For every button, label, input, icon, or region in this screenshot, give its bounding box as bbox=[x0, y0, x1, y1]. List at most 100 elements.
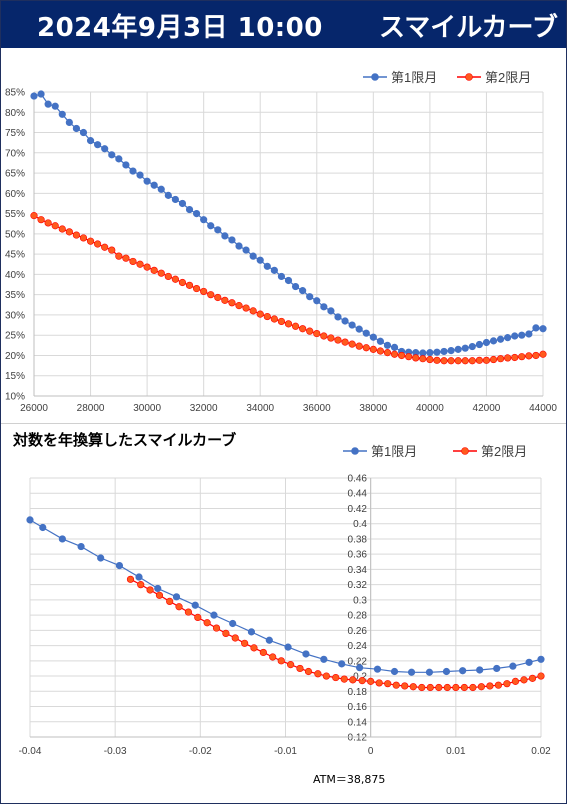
series-1-point bbox=[249, 252, 257, 260]
series-2-point bbox=[58, 225, 66, 233]
series-1-point bbox=[362, 329, 370, 337]
series-2-point bbox=[355, 342, 363, 350]
series-1-point bbox=[454, 345, 462, 353]
y-tick-label: 60% bbox=[5, 189, 25, 200]
series-2-point bbox=[214, 293, 222, 302]
series-2-point bbox=[486, 682, 494, 690]
legend-marker-1 bbox=[371, 73, 379, 81]
series-1-point bbox=[291, 282, 300, 291]
series-2-point bbox=[468, 357, 476, 365]
series-1-point bbox=[86, 137, 95, 145]
x-tick-label: 40000 bbox=[416, 403, 444, 414]
legend-label-1: 第1限月 bbox=[371, 444, 417, 459]
series-2-point bbox=[235, 302, 243, 310]
series-2-point bbox=[143, 263, 151, 271]
series-2-point bbox=[37, 216, 45, 224]
series-1-point bbox=[235, 242, 243, 250]
series-1-point bbox=[537, 655, 545, 663]
series-2-point bbox=[482, 356, 491, 364]
x-tick-label: -0.01 bbox=[274, 746, 297, 757]
series-1-point bbox=[242, 246, 250, 254]
series-1-point bbox=[334, 313, 342, 321]
series-2-point bbox=[259, 648, 267, 657]
series-2-point bbox=[221, 296, 229, 304]
series-1-point bbox=[493, 664, 501, 673]
series-1-point bbox=[185, 205, 194, 214]
series-2-point bbox=[398, 351, 406, 360]
y-tick-label: 85% bbox=[5, 88, 25, 99]
series-2-point bbox=[129, 257, 137, 266]
y-tick-label: 0.32 bbox=[348, 580, 368, 591]
series-2-point bbox=[192, 284, 201, 293]
series-2-point bbox=[494, 681, 503, 689]
series-1-point bbox=[489, 337, 498, 345]
x-tick-label: -0.02 bbox=[189, 746, 212, 757]
y-tick-label: 0.44 bbox=[348, 489, 368, 500]
x-tick-label: 44000 bbox=[529, 403, 557, 414]
series-2-point bbox=[284, 320, 293, 328]
series-2-point bbox=[136, 260, 144, 268]
series-2-point bbox=[525, 352, 533, 360]
series-2-point bbox=[207, 291, 215, 299]
series-2-point bbox=[157, 269, 165, 277]
series-1-point bbox=[171, 195, 179, 204]
series-1-point bbox=[355, 664, 364, 672]
series-1-point bbox=[355, 325, 363, 333]
series-2-point bbox=[269, 653, 277, 661]
series-2-point bbox=[185, 281, 194, 289]
series-2-point bbox=[334, 336, 342, 344]
series-1-point bbox=[115, 155, 123, 163]
x-tick-label: 42000 bbox=[473, 403, 501, 414]
series-1-point bbox=[426, 349, 434, 357]
series-2-point bbox=[178, 278, 187, 287]
y-tick-label: 0.42 bbox=[348, 504, 368, 515]
series-2-point bbox=[108, 246, 116, 254]
series-1-point bbox=[383, 341, 392, 349]
series-1-point bbox=[496, 335, 505, 343]
series-1-point bbox=[461, 344, 469, 352]
series-1-point bbox=[77, 542, 85, 551]
series-2-point bbox=[44, 219, 52, 227]
series-1-point bbox=[37, 90, 45, 98]
series-2-point bbox=[51, 222, 59, 230]
series-1-point bbox=[122, 161, 130, 169]
series-2-point bbox=[171, 275, 179, 283]
log-chart-title: 対数を年換算したスマイルカーブ bbox=[13, 431, 237, 449]
series-2-point bbox=[511, 677, 520, 685]
series-2-point bbox=[496, 355, 505, 363]
series-2-point bbox=[222, 629, 230, 637]
legend-label-1: 第1限月 bbox=[391, 70, 437, 85]
series-2-point bbox=[528, 674, 537, 682]
series-1-point bbox=[284, 643, 292, 651]
series-1-point bbox=[178, 199, 187, 208]
series-1-point bbox=[247, 628, 256, 636]
series-1-point bbox=[320, 655, 328, 663]
series-line-2 bbox=[33, 215, 544, 362]
series-2-point bbox=[242, 304, 250, 312]
series-2-point bbox=[504, 354, 512, 362]
series-2-point bbox=[426, 355, 434, 364]
y-tick-label: 0.46 bbox=[348, 474, 368, 485]
series-1-point bbox=[157, 185, 165, 193]
series-1-point bbox=[172, 593, 181, 601]
series-2-point bbox=[277, 657, 285, 665]
series-1-point bbox=[447, 347, 455, 355]
series-1-point bbox=[504, 334, 512, 342]
series-2-point bbox=[327, 334, 335, 342]
y-tick-label: 25% bbox=[5, 331, 25, 342]
x-tick-label: 36000 bbox=[303, 403, 331, 414]
series-1-point bbox=[341, 317, 349, 325]
series-2-point bbox=[249, 307, 257, 315]
series-1-point bbox=[433, 348, 441, 356]
series-2-point bbox=[299, 325, 307, 333]
atm-annotation: ATM＝38,875 bbox=[313, 773, 386, 786]
series-1-point bbox=[135, 573, 143, 581]
series-1-point bbox=[79, 128, 88, 137]
series-1-point bbox=[348, 321, 356, 329]
series-1-point bbox=[338, 660, 346, 668]
y-tick-label: 0.18 bbox=[348, 687, 368, 698]
series-2-point bbox=[203, 619, 211, 627]
series-2-point bbox=[375, 679, 383, 687]
legend-marker-2 bbox=[461, 447, 469, 455]
y-tick-label: 0.28 bbox=[348, 611, 368, 622]
